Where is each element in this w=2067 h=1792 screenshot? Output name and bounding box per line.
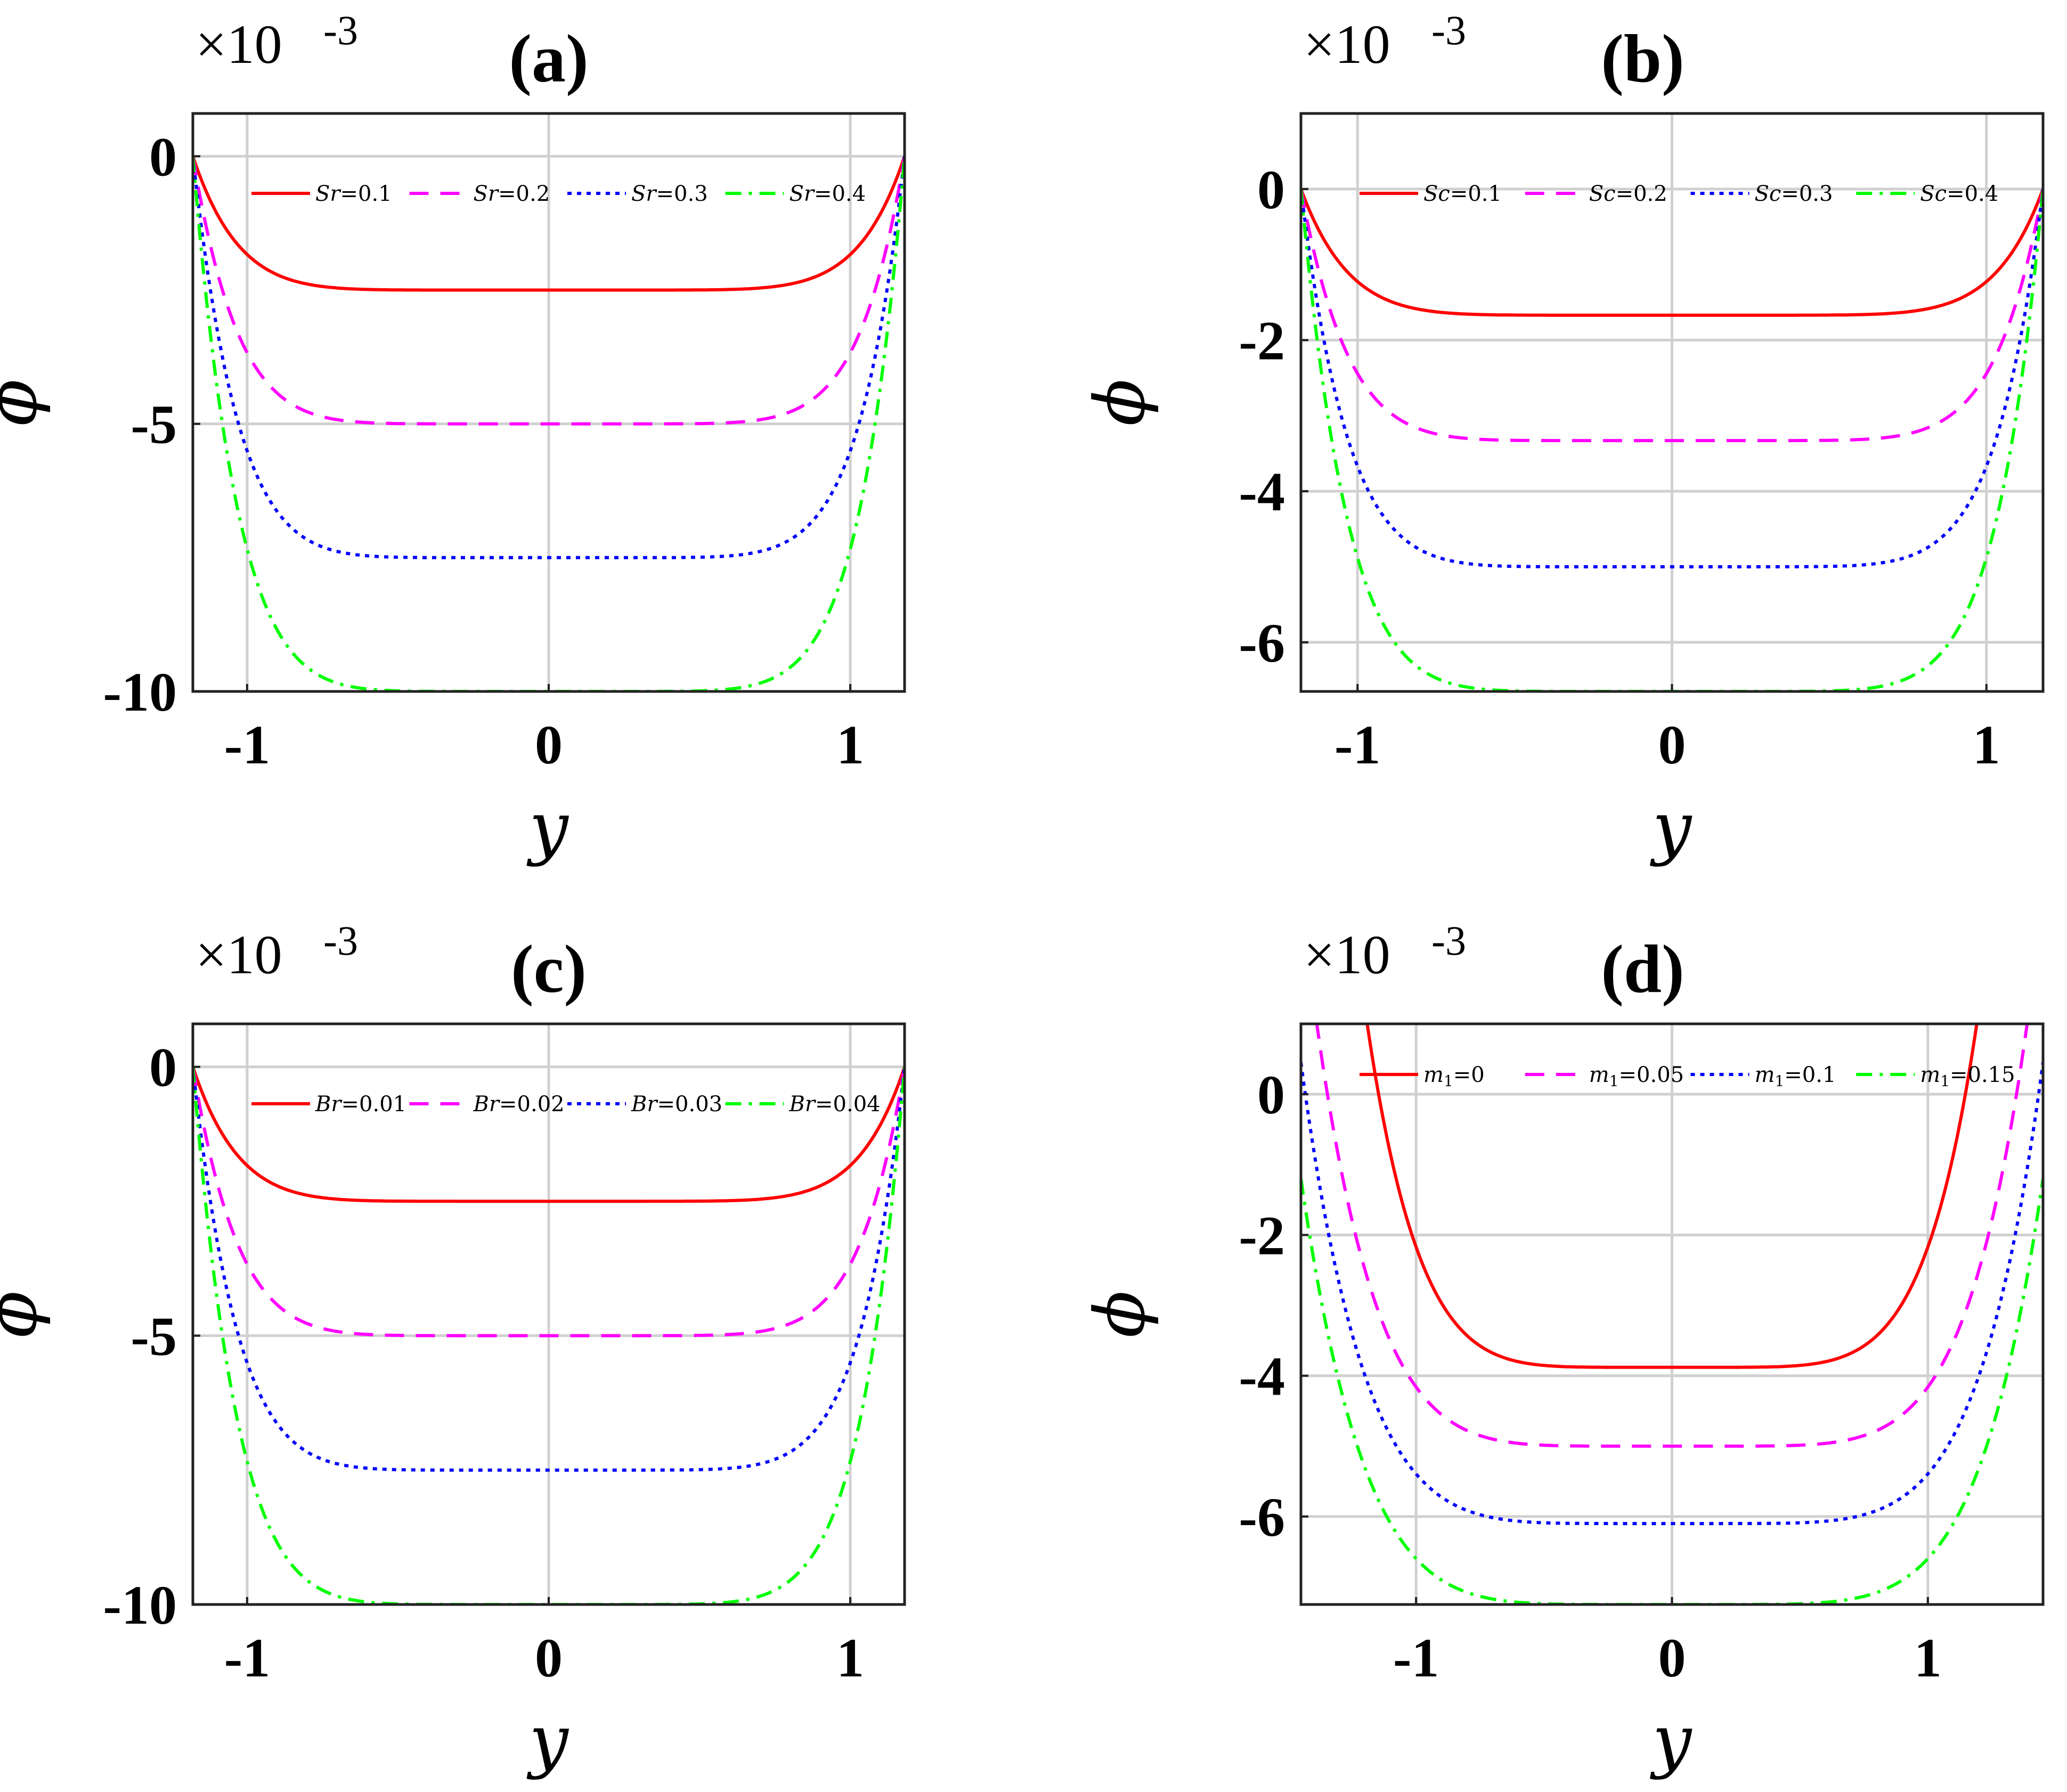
- panel-2: -1010-5-10(c)×10-3yϕBr=0.01Br=0.02Br=0.0…: [0, 917, 906, 1781]
- panel-title: (a): [509, 21, 588, 96]
- panel-title: (d): [1601, 931, 1684, 1007]
- x-tick-label: 1: [1973, 714, 2000, 776]
- x-tick-label: -1: [224, 1627, 271, 1689]
- x-tick-label: 0: [1658, 714, 1686, 776]
- y-tick-label: -5: [131, 1306, 177, 1367]
- axis-exponent-power: -3: [1431, 7, 1466, 53]
- series-line-Br=0.02: [193, 1066, 905, 1338]
- axis-exponent-power: -3: [323, 917, 358, 964]
- x-axis-label: y: [526, 1700, 569, 1781]
- y-tick-label: 0: [149, 126, 177, 188]
- x-tick-label: 0: [535, 1627, 563, 1689]
- axis-exponent: ×10: [1304, 14, 1390, 75]
- y-tick-label: -6: [1239, 613, 1285, 674]
- y-axis-label: ϕ: [1079, 1291, 1160, 1338]
- x-tick-label: 1: [836, 1627, 864, 1689]
- y-tick-label: -4: [1239, 461, 1285, 523]
- legend-label: Sc=0.2: [1589, 182, 1667, 206]
- legend: m1=0 m1=0.05 m1=0.1 m1=0.15: [1360, 1063, 2015, 1090]
- x-tick-label: 1: [836, 714, 864, 776]
- series-line-Sr=0.3: [193, 156, 905, 559]
- legend-label: Br=0.02: [473, 1092, 565, 1117]
- x-axis-label: y: [1650, 787, 1692, 868]
- axis-exponent: ×10: [1304, 924, 1390, 985]
- series-line-m1=0.1: [1301, 1062, 2043, 1526]
- series-line-Sc=0.3: [1301, 189, 2043, 568]
- series-line-Sr=0.1: [193, 156, 905, 292]
- y-tick-label: 0: [149, 1037, 177, 1098]
- legend-label: Sr=0.1: [315, 182, 392, 206]
- legend-label: Br=0.01: [315, 1092, 406, 1117]
- x-tick-label: -1: [1334, 714, 1381, 776]
- legend-label: m1=0.15: [1920, 1063, 2015, 1090]
- series-line-m1=0: [1365, 1024, 1979, 1369]
- legend-label: Sr=0.3: [631, 182, 708, 206]
- legend-label: m1=0.05: [1589, 1063, 1684, 1090]
- x-tick-label: 1: [1914, 1627, 1942, 1689]
- x-tick-label: -1: [224, 714, 271, 776]
- legend-label: Sr=0.4: [790, 182, 866, 206]
- y-tick-label: 0: [1257, 1064, 1285, 1126]
- y-tick-label: -6: [1239, 1487, 1285, 1548]
- legend-label: Sc=0.3: [1755, 182, 1833, 206]
- y-tick-label: -5: [131, 394, 177, 455]
- axis-exponent: ×10: [196, 14, 282, 75]
- y-tick-label: 0: [1257, 159, 1285, 221]
- series-line-Br=0.01: [193, 1066, 905, 1203]
- axis-exponent-power: -3: [1431, 917, 1466, 964]
- x-tick-label: 0: [535, 714, 563, 776]
- panel-title: (c): [511, 931, 587, 1007]
- x-tick-label: -1: [1393, 1627, 1439, 1689]
- series-line-m1=0.05: [1315, 1024, 2029, 1448]
- axis-exponent: ×10: [196, 924, 282, 985]
- legend-label: Sr=0.2: [474, 182, 550, 206]
- panel-title: (b): [1601, 21, 1684, 96]
- legend-label: m1=0: [1423, 1063, 1485, 1090]
- series-line-Br=0.03: [193, 1066, 905, 1472]
- series-line-Sc=0.1: [1301, 188, 2043, 317]
- series-line-Sr=0.2: [193, 156, 905, 426]
- legend-label: Br=0.03: [631, 1092, 722, 1117]
- y-tick-label: -2: [1239, 1205, 1285, 1266]
- x-tick-label: 0: [1658, 1627, 1686, 1689]
- panel-0: -1010-5-10(a)×10-3yϕSr=0.1Sr=0.2Sr=0.3Sr…: [0, 7, 906, 868]
- x-axis-label: y: [1650, 1700, 1692, 1781]
- legend: Br=0.01 Br=0.02 Br=0.03 Br=0.04: [251, 1092, 881, 1117]
- legend-label: Sc=0.1: [1423, 182, 1502, 206]
- y-tick-label: -4: [1239, 1346, 1285, 1407]
- legend: Sc=0.1 Sc=0.2 Sc=0.3 Sc=0.4: [1360, 182, 1998, 206]
- axis-exponent-power: -3: [323, 7, 358, 53]
- legend-label: Br=0.04: [789, 1092, 881, 1117]
- series-line-Sr=0.4: [193, 156, 905, 691]
- series-line-m1=0.15: [1301, 1178, 2043, 1604]
- y-axis-label: ϕ: [0, 379, 52, 426]
- x-axis-label: y: [526, 787, 569, 868]
- y-axis-label: ϕ: [1079, 379, 1160, 426]
- y-tick-label: -10: [103, 1575, 177, 1636]
- legend: Sr=0.1 Sr=0.2 Sr=0.3 Sr=0.4: [251, 182, 866, 206]
- series-line-Sc=0.2: [1301, 189, 2043, 443]
- y-tick-label: -2: [1239, 310, 1285, 371]
- y-tick-label: -10: [103, 662, 177, 723]
- legend-label: Sc=0.4: [1920, 182, 1998, 206]
- y-axis-label: ϕ: [0, 1291, 52, 1338]
- legend-label: m1=0.1: [1755, 1063, 1836, 1090]
